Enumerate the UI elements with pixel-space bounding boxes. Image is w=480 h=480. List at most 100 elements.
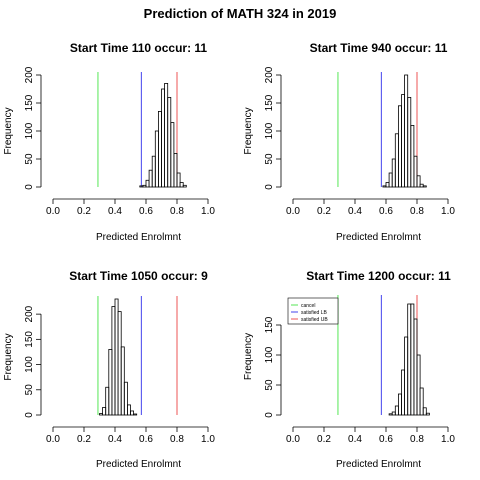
histogram-bar	[413, 155, 418, 188]
y-tick-label: 200	[264, 66, 275, 83]
y-axis-label: Frequency	[243, 333, 254, 380]
histogram-bar	[401, 369, 405, 416]
histogram-bar	[397, 393, 402, 416]
histogram-bar	[102, 407, 107, 416]
x-tick-label: 0.6	[379, 434, 393, 445]
y-tick-label: 200	[24, 305, 35, 322]
x-tick-label: 0.0	[286, 434, 300, 445]
x-tick-label: 0.4	[348, 206, 362, 217]
y-tick-label: 100	[24, 356, 35, 373]
legend-label: cancel	[301, 303, 315, 309]
histogram-bar	[410, 125, 415, 188]
histogram-bar	[111, 306, 116, 416]
x-tick-label: 0.4	[348, 434, 362, 445]
y-tick-label: 0	[264, 412, 275, 418]
panel-title: Start Time 110 occur: 11	[70, 41, 208, 55]
x-tick-label: 0.6	[139, 206, 153, 217]
legend-box	[287, 297, 339, 325]
histogram-bar	[416, 354, 421, 416]
x-tick-label: 0.8	[410, 206, 424, 217]
x-tick-label: 0.2	[317, 206, 331, 217]
y-tick-label: 50	[24, 384, 35, 396]
x-tick-label: 0.6	[379, 206, 393, 217]
y-axis-label: Frequency	[3, 107, 14, 154]
y-tick-label: 200	[24, 66, 35, 83]
histogram-bar	[391, 158, 396, 188]
histogram-bar	[148, 169, 153, 188]
histogram-bar	[176, 172, 181, 188]
y-tick-label: 150	[264, 94, 275, 111]
panel-title: Start Time 1050 occur: 9	[69, 269, 208, 283]
histogram-bar	[105, 386, 110, 416]
histogram-bar	[142, 184, 147, 188]
x-tick-label: 1.0	[441, 434, 455, 445]
histogram-bar	[419, 387, 424, 416]
histogram-bar	[407, 97, 412, 188]
histogram-bar	[130, 410, 134, 416]
panel-title: Start Time 940 occur: 11	[310, 41, 448, 55]
histogram-bar	[388, 172, 393, 188]
y-tick-label: 50	[24, 153, 35, 165]
y-tick-label: 150	[264, 316, 275, 333]
histogram-bar	[419, 183, 424, 188]
y-tick-label: 0	[264, 184, 275, 190]
y-tick-label: 0	[24, 412, 35, 418]
x-axis-label: Predicted Enrolmnt	[96, 459, 181, 470]
histogram-bar	[404, 336, 409, 416]
x-tick-label: 0.0	[46, 206, 60, 217]
histogram-bar	[123, 381, 128, 416]
x-tick-label: 0.2	[77, 434, 91, 445]
y-tick-label: 100	[264, 122, 275, 139]
x-tick-label: 1.0	[201, 206, 215, 217]
histogram-bar	[385, 182, 390, 188]
x-tick-label: 0.0	[46, 434, 60, 445]
histogram-bar	[422, 185, 427, 188]
y-tick-label: 150	[24, 331, 35, 348]
histogram-bar	[151, 155, 156, 188]
histogram-bar	[164, 83, 169, 188]
y-tick-label: 150	[24, 94, 35, 111]
histogram-bar	[157, 111, 162, 188]
x-tick-label: 0.8	[410, 434, 424, 445]
x-tick-label: 0.4	[108, 206, 122, 217]
histogram-bar	[170, 122, 175, 188]
histogram-bar	[114, 298, 119, 416]
histogram-bar	[422, 407, 427, 416]
histogram-bar	[179, 182, 184, 188]
histogram-bar	[388, 413, 393, 416]
y-tick-label: 100	[24, 122, 35, 139]
x-tick-label: 1.0	[201, 434, 215, 445]
x-tick-label: 0.8	[170, 434, 184, 445]
histogram-bar	[401, 94, 405, 188]
histogram-bar	[391, 411, 396, 416]
histogram-bar	[133, 413, 138, 416]
histogram-bar	[394, 405, 399, 416]
histogram-bar	[127, 404, 131, 416]
x-tick-label: 0.4	[108, 434, 122, 445]
y-tick-label: 0	[24, 184, 35, 190]
histogram-bar	[394, 133, 399, 188]
histogram-bar	[99, 413, 103, 416]
x-axis-label: Predicted Enrolmnt	[336, 459, 421, 470]
histogram-bar	[410, 303, 415, 416]
y-axis-label: Frequency	[3, 333, 14, 380]
legend-label: satisfied UB	[301, 317, 328, 323]
y-axis-label: Frequency	[243, 107, 254, 154]
histogram-bar	[425, 412, 430, 416]
histogram-bar	[167, 97, 172, 188]
histogram-bar	[120, 346, 125, 416]
histogram-bar	[154, 130, 159, 188]
histogram-bar	[173, 152, 178, 188]
x-tick-label: 0.0	[286, 206, 300, 217]
page-title: Prediction of MATH 324 in 2019	[143, 6, 337, 21]
histogram-bar	[182, 184, 187, 188]
y-tick-label: 100	[264, 346, 275, 363]
y-tick-label: 50	[264, 379, 275, 391]
histogram-bar	[382, 185, 387, 188]
x-tick-label: 0.2	[77, 206, 91, 217]
histogram-bar	[416, 175, 421, 188]
histogram-bar	[397, 105, 402, 188]
panel-title: Start Time 1200 occur: 11	[306, 269, 451, 283]
legend-label: satisfied LB	[301, 310, 328, 316]
x-axis-label: Predicted Enrolmnt	[336, 232, 421, 243]
